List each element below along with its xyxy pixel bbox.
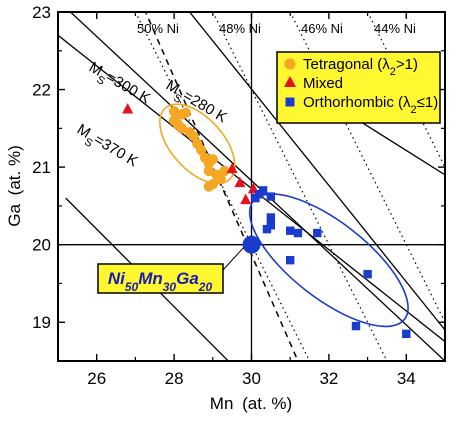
legend-label-0: Tetragonal (λ2>1) xyxy=(303,56,418,78)
marker-circle-17 xyxy=(219,165,230,177)
composition-part-2: Mn xyxy=(138,269,163,288)
marker-group xyxy=(122,102,411,339)
y-tick-label-1: 20 xyxy=(32,236,51,255)
marker-circle-5 xyxy=(176,123,188,134)
ms-label-end: =370 K xyxy=(91,131,141,170)
ni-line-1 xyxy=(212,12,388,361)
marker-triangle-1 xyxy=(226,162,238,174)
marker-circle-15 xyxy=(215,173,226,184)
ni-line-label-0: 50% Ni xyxy=(137,21,179,36)
composition-sub-5: 20 xyxy=(198,280,213,294)
legend-marker-1 xyxy=(284,76,296,87)
legend-label-end: ≤1) xyxy=(417,94,439,111)
marker-circle-18 xyxy=(203,181,215,192)
marker-square-4 xyxy=(266,213,276,222)
legend-label-text: Mixed xyxy=(303,75,343,92)
ms-line-0 xyxy=(189,12,445,331)
legend-label-1: Mixed xyxy=(303,75,343,92)
legend-box xyxy=(276,51,441,124)
x-tick-label-3: 32 xyxy=(319,369,338,388)
y-axis-title: Ga (at. %) xyxy=(5,145,24,226)
legend-label-end: >1) xyxy=(396,56,418,73)
composition-point xyxy=(242,235,261,254)
marker-circle-12 xyxy=(207,154,218,165)
x-axis-title: Mn (at. %) xyxy=(210,394,292,413)
composition-annotation: Ni50Mn30Ga20 xyxy=(97,247,244,294)
ms-label-end: =300 K xyxy=(103,69,153,108)
marker-circle-13 xyxy=(203,165,215,177)
marker-square-3 xyxy=(251,193,260,203)
y-axis-unit: (at. %) xyxy=(5,145,24,195)
tick-group xyxy=(57,11,446,362)
y-tick-label-2: 21 xyxy=(32,158,51,177)
marker-square-12 xyxy=(351,321,361,331)
marker-square-8 xyxy=(293,228,303,238)
x-tick-label-2: 30 xyxy=(242,369,261,388)
ni-line-label-3: 44% Ni xyxy=(374,21,416,36)
legend-label-sub: 2 xyxy=(390,66,396,78)
x-axis-unit: (at. %) xyxy=(242,394,292,413)
ms-line-label-1: MS=300 K xyxy=(84,59,154,112)
composition-pointer xyxy=(222,247,244,271)
marker-square-1 xyxy=(258,186,268,195)
marker-square-2 xyxy=(266,192,276,201)
marker-triangle-0 xyxy=(122,102,134,114)
ms-line-label-2: MS=370 K xyxy=(71,121,140,175)
y-axis-label: Ga xyxy=(5,204,24,227)
x-tick-label-0: 26 xyxy=(87,369,106,388)
marker-circle-7 xyxy=(188,130,199,142)
ni-line-label-1: 48% Ni xyxy=(219,21,261,36)
legend-label-main: Tetragonal (λ xyxy=(303,56,390,73)
marker-square-10 xyxy=(286,255,295,265)
boundary-line-upper xyxy=(69,12,445,361)
composition-part-0: Ni xyxy=(108,269,126,288)
legend-label-main: Orthorhombic (λ xyxy=(303,94,411,111)
legend-label-2: Orthorhombic (λ2≤1) xyxy=(303,94,438,116)
marker-circle-2 xyxy=(180,107,191,119)
ms-line-2 xyxy=(65,197,230,361)
legend-label-sub: 2 xyxy=(411,104,417,116)
marker-square-7 xyxy=(286,226,295,235)
x-axis-label: Mn xyxy=(210,394,234,413)
marker-triangle-2 xyxy=(234,176,246,188)
y-tick-label-4: 23 xyxy=(32,3,51,22)
marker-square-6 xyxy=(262,224,272,234)
y-tick-label-0: 19 xyxy=(32,313,51,332)
y-tick-label-3: 22 xyxy=(32,81,51,100)
x-tick-label-4: 34 xyxy=(397,369,416,388)
composition-sub-3: 30 xyxy=(163,280,177,294)
marker-triangle-3 xyxy=(240,193,252,205)
composition-part-4: Ga xyxy=(176,269,199,288)
ni-line-0 xyxy=(134,12,311,361)
marker-square-9 xyxy=(313,228,322,238)
marker-square-11 xyxy=(363,269,372,279)
ni-line-label-2: 46% Ni xyxy=(301,21,343,36)
marker-circle-9 xyxy=(195,144,207,156)
legend-marker-2 xyxy=(285,97,295,107)
ellipse-tetragonal xyxy=(159,103,236,185)
x-tick-label-1: 28 xyxy=(165,369,184,388)
composition-label-box xyxy=(97,263,224,294)
composition-label: Ni50Mn30Ga20 xyxy=(108,269,213,294)
legend-marker-0 xyxy=(284,58,296,70)
marker-square-13 xyxy=(402,329,411,339)
composition-sub-1: 50 xyxy=(125,280,139,294)
